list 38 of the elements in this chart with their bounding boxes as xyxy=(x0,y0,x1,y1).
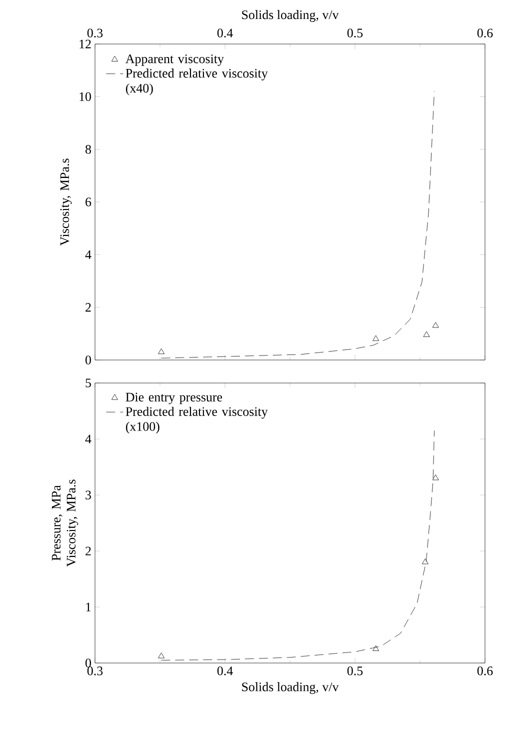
legend-label: Apparent viscosity xyxy=(126,54,224,66)
y-axis-title: Pressure, MPa Viscosity, MPa.s xyxy=(52,480,78,567)
point xyxy=(432,474,439,480)
y-tick-label: 10 xyxy=(80,92,91,102)
point xyxy=(158,652,165,658)
x-tick-label: 0.6 xyxy=(477,666,493,676)
x-tick-label: 0.5 xyxy=(347,666,363,676)
x-tick-label: 0.5 xyxy=(347,28,363,38)
legend-label: Die entry pressure xyxy=(126,392,222,404)
y-tick-label: 0 xyxy=(86,658,91,668)
point xyxy=(372,645,380,651)
legend-label: Predicted relative viscosity (x40) xyxy=(126,68,268,96)
x-tick-label: 0.4 xyxy=(217,666,233,676)
y-tick-label: 3 xyxy=(86,490,91,500)
x-tick-label: 0.3 xyxy=(87,666,103,676)
point xyxy=(432,322,439,328)
point xyxy=(158,348,165,354)
point xyxy=(423,331,430,337)
x-tick-label: 0.4 xyxy=(217,28,233,38)
y-tick-label: 12 xyxy=(80,40,91,48)
y-tick-label: 2 xyxy=(86,546,91,556)
y-tick-label: 0 xyxy=(86,356,91,364)
point xyxy=(422,558,428,564)
x-axis-title: Solids loading, v/v xyxy=(242,682,339,694)
x-tick-label: 0.3 xyxy=(87,28,103,38)
point xyxy=(372,335,380,341)
y-tick-label: 2 xyxy=(86,303,91,312)
y-tick-label: 5 xyxy=(86,378,91,388)
legend-label: Predicted relative viscosity (x100) xyxy=(126,406,268,434)
y-tick-label: 4 xyxy=(85,250,92,259)
y-tick-label: 4 xyxy=(85,434,92,444)
x-tick-label: 0.6 xyxy=(477,28,493,38)
y-tick-label: 6 xyxy=(86,198,92,206)
x-axis-title: Solids loading, v/v xyxy=(242,10,339,22)
line-series xyxy=(161,430,435,660)
y-tick-label: 1 xyxy=(86,602,91,612)
y-axis-title: Viscosity, MPa.s xyxy=(60,158,72,246)
y-tick-label: 8 xyxy=(86,144,91,154)
